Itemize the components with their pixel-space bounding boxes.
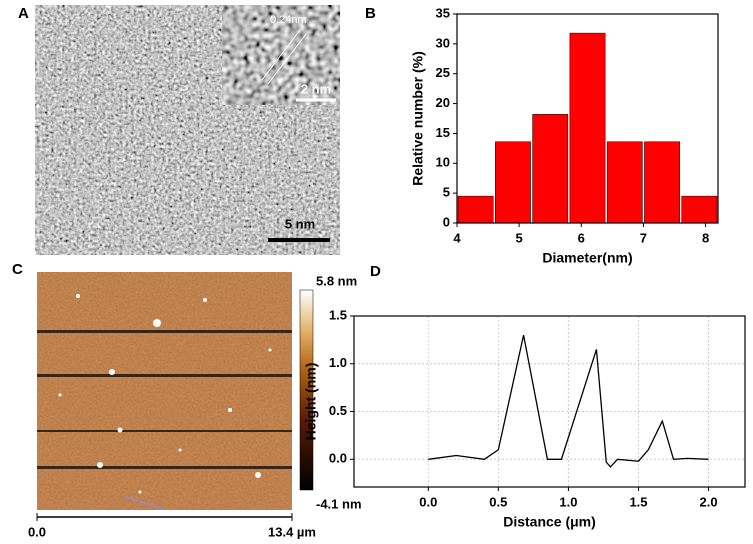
afm-particles bbox=[58, 294, 272, 494]
y-tick-label: 1.0 bbox=[329, 355, 347, 370]
afm-axis-end: 13.4 µm bbox=[268, 524, 316, 539]
y-tick-label: 25 bbox=[436, 65, 450, 80]
plot-frame bbox=[456, 13, 719, 224]
afm-scan-lines bbox=[37, 330, 292, 469]
x-tick-label: 4 bbox=[453, 230, 461, 245]
y-tick-label: 0.0 bbox=[329, 451, 347, 466]
panel-label: D bbox=[370, 263, 381, 280]
line bbox=[428, 334, 709, 468]
panel-label: B bbox=[365, 5, 376, 22]
bar bbox=[569, 32, 606, 224]
plot-frame bbox=[353, 315, 746, 488]
afm-axis-start: 0.0 bbox=[28, 524, 46, 539]
y-axis-label: Relative number (%) bbox=[410, 51, 426, 186]
inset-scale-label: 2 nm bbox=[301, 81, 331, 96]
x-tick-label: 8 bbox=[702, 230, 709, 245]
panel-label: C bbox=[12, 261, 23, 278]
colorbar bbox=[299, 289, 314, 491]
lattice-spacing: 0.24nm bbox=[270, 14, 307, 26]
lattice-line bbox=[261, 29, 301, 81]
bar bbox=[495, 141, 531, 224]
colorbar-min: -4.1 nm bbox=[316, 496, 362, 511]
panel-label: A bbox=[18, 5, 29, 22]
y-tick-label: 10 bbox=[436, 155, 450, 170]
x-tick-label: 6 bbox=[578, 230, 585, 245]
profile-line bbox=[124, 495, 166, 511]
bar bbox=[532, 114, 569, 224]
y-tick-label: 0.5 bbox=[329, 403, 347, 418]
x-axis-label: Distance (μm) bbox=[503, 514, 596, 530]
lattice-line bbox=[267, 33, 307, 85]
y-tick-label: 1.5 bbox=[329, 307, 347, 322]
y-tick-label: 20 bbox=[436, 95, 450, 110]
x-tick-label: 0.5 bbox=[489, 494, 507, 509]
bar bbox=[644, 141, 680, 224]
x-tick-label: 2.0 bbox=[700, 494, 718, 509]
afm-image bbox=[37, 272, 292, 510]
y-tick-label: 0 bbox=[443, 214, 450, 229]
bar bbox=[606, 141, 643, 224]
y-axis-label: Height (nm) bbox=[303, 363, 319, 441]
y-tick-label: 5 bbox=[443, 185, 450, 200]
bar bbox=[457, 195, 494, 224]
scale-label: 5 nm bbox=[285, 216, 315, 231]
x-tick-label: 0.0 bbox=[419, 494, 437, 509]
x-tick-label: 1.5 bbox=[629, 494, 647, 509]
colorbar-max: 5.8 nm bbox=[316, 273, 357, 288]
y-tick-label: 30 bbox=[436, 35, 450, 50]
x-tick-label: 7 bbox=[640, 230, 647, 245]
y-tick-label: 35 bbox=[436, 5, 450, 20]
y-tick-label: 15 bbox=[436, 125, 450, 140]
x-tick-label: 5 bbox=[516, 230, 523, 245]
x-tick-label: 1.0 bbox=[559, 494, 577, 509]
bar bbox=[681, 195, 718, 224]
x-axis-label: Diameter(nm) bbox=[542, 250, 632, 266]
